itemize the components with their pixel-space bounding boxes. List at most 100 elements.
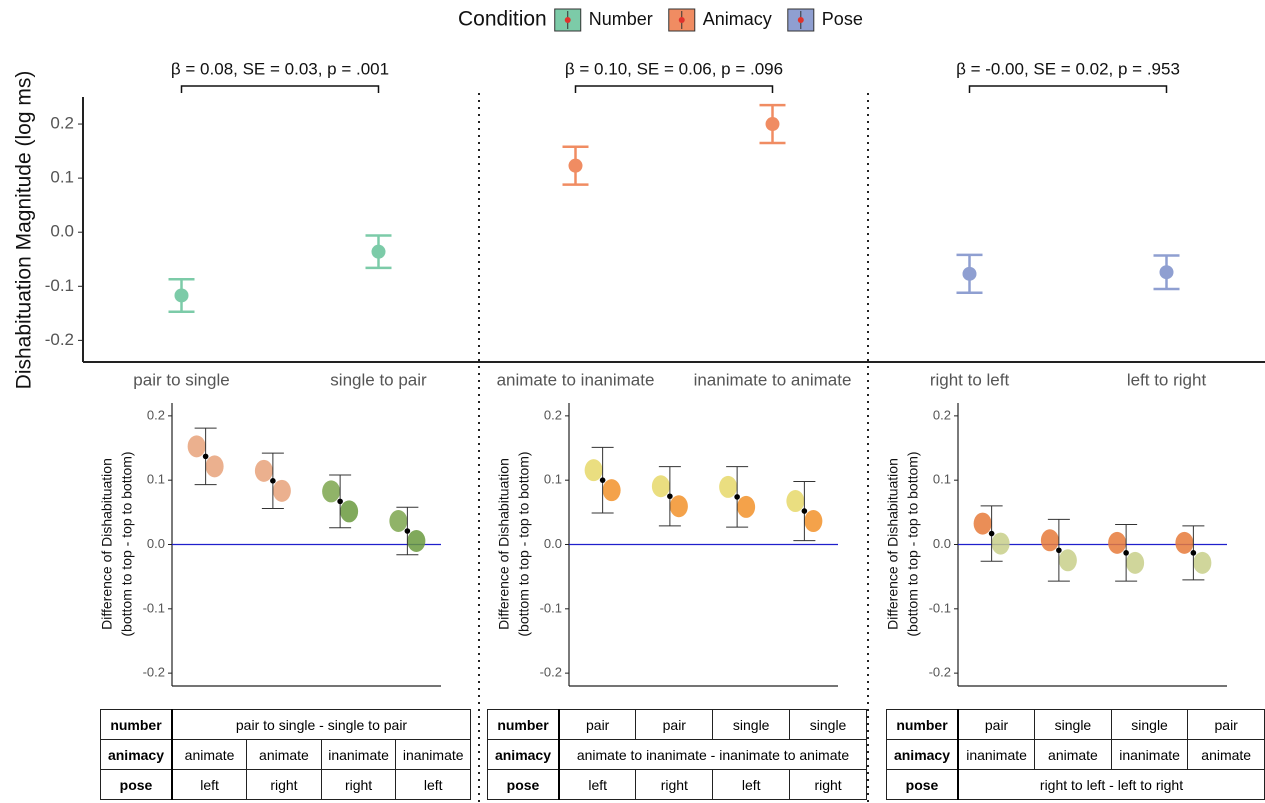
y-tick-label: 0.2: [50, 114, 74, 133]
stimulus-icon: [273, 480, 291, 502]
point: [1056, 547, 1062, 553]
row-header: pose: [488, 770, 560, 800]
point: [203, 454, 209, 460]
stimulus-icon: [1041, 529, 1059, 551]
y-tick-label: 0.0: [147, 536, 165, 551]
point: [667, 493, 673, 499]
table-cell: right: [790, 770, 867, 800]
table-cell: inanimate: [1111, 740, 1188, 770]
y-tick-label: -0.1: [45, 276, 74, 295]
table-cell: animate: [1035, 740, 1112, 770]
stimulus-icon: [804, 510, 822, 532]
stimulus-icon: [407, 530, 425, 552]
y-axis-title: (bottom to top - top to bottom): [516, 451, 532, 636]
table-cell: inanimate: [396, 740, 471, 770]
figure: Dishabituation Magnitude (log ms) Condit…: [0, 0, 1265, 803]
stimulus-icon: [652, 475, 670, 497]
legend-key-dot: [565, 17, 571, 23]
table-cell: pair to single - single to pair: [172, 710, 471, 740]
y-tick-label: 0.2: [933, 407, 951, 422]
stimulus-icon: [992, 533, 1010, 555]
legend-label: Number: [589, 9, 653, 29]
row-header: number: [887, 710, 959, 740]
row-header: animacy: [488, 740, 560, 770]
y-tick-label: -0.2: [540, 665, 562, 680]
y-tick-label: 0.1: [544, 472, 562, 487]
table-cell: single: [1035, 710, 1112, 740]
y-tick-label: 0.1: [147, 472, 165, 487]
table-cell: left: [559, 770, 636, 800]
stimulus-icon: [786, 490, 804, 512]
y-axis-title: Dishabituation Magnitude (log ms): [13, 71, 36, 390]
stimulus-icon: [670, 495, 688, 517]
significance-bracket: [182, 86, 379, 93]
point: [337, 499, 343, 505]
y-tick-label: 0.1: [933, 472, 951, 487]
table-cell: animate: [172, 740, 247, 770]
point: [963, 267, 977, 281]
x-tick-label: left to right: [1127, 370, 1207, 389]
table-cell: single: [1111, 710, 1188, 740]
y-tick-label: -0.2: [929, 665, 951, 680]
legend-key-dot: [798, 17, 804, 23]
y-tick-label: 0.2: [544, 407, 562, 422]
y-tick-label: 0.2: [147, 407, 165, 422]
stimulus-icon: [1126, 552, 1144, 574]
table-cell: animate: [1188, 740, 1265, 770]
y-tick-label: -0.1: [143, 600, 165, 615]
legend-label: Pose: [822, 9, 863, 29]
stimulus-icon: [1175, 532, 1193, 554]
point: [1160, 265, 1174, 279]
y-tick-label: -0.2: [45, 330, 74, 349]
point: [372, 245, 386, 259]
point: [1123, 550, 1129, 556]
y-axis-title: Difference of Dishabituation: [99, 458, 115, 630]
stimulus-icon: [719, 476, 737, 498]
row-header: pose: [887, 770, 959, 800]
point: [1191, 550, 1197, 556]
table-cell: pair: [559, 710, 636, 740]
row-header: animacy: [101, 740, 173, 770]
x-tick-label: single to pair: [330, 370, 427, 389]
y-tick-label: 0.0: [933, 536, 951, 551]
y-tick-label: -0.2: [143, 665, 165, 680]
significance-bracket: [576, 86, 773, 93]
point: [405, 528, 411, 534]
y-tick-label: -0.1: [540, 600, 562, 615]
table-cell: right: [636, 770, 713, 800]
y-tick-label: 0.0: [50, 222, 74, 241]
legend-label: Animacy: [703, 9, 772, 29]
stimulus-icon: [206, 455, 224, 477]
stimulus-icon: [389, 510, 407, 532]
table-cell: pair: [958, 710, 1035, 740]
table-cell: left: [713, 770, 790, 800]
x-tick-label: inanimate to animate: [694, 370, 852, 389]
table-cell: right: [321, 770, 396, 800]
y-axis-title: Difference of Dishabituation: [496, 458, 512, 630]
legend-title: Condition: [458, 8, 547, 31]
stimulus-icon: [737, 496, 755, 518]
point: [989, 531, 995, 537]
point: [175, 288, 189, 302]
stimulus-icon: [585, 459, 603, 481]
x-tick-label: pair to single: [133, 370, 229, 389]
row-header: pose: [101, 770, 173, 800]
table-cell: pair: [1188, 710, 1265, 740]
stimulus-icon: [340, 500, 358, 522]
row-header: number: [488, 710, 560, 740]
y-tick-label: 0.1: [50, 168, 74, 187]
y-axis-title: (bottom to top - top to bottom): [905, 451, 921, 636]
page: {"chart_data": [ {"type": "errorbar", "l…: [0, 0, 1265, 803]
x-tick-label: animate to inanimate: [497, 370, 655, 389]
y-tick-label: -0.1: [929, 600, 951, 615]
row-header: animacy: [887, 740, 959, 770]
